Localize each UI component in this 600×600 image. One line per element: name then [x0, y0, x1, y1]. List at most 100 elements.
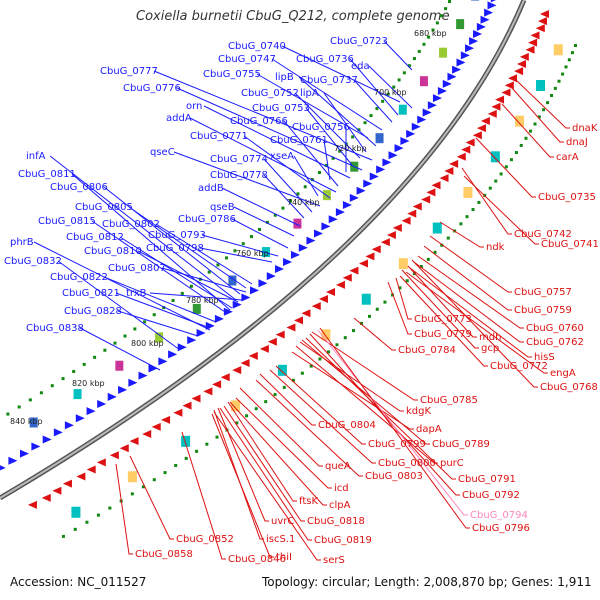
gc-dot	[296, 192, 300, 196]
gene-label-cbug-0742: CbuG_0742	[514, 229, 572, 240]
gene-label-cbug-0811: CbuG_0811	[18, 169, 76, 180]
leader-cbug-0806	[103, 186, 241, 295]
gc-dot	[309, 364, 313, 368]
reverse-gene-mark	[342, 273, 352, 282]
leader-icd	[235, 397, 332, 489]
gc-dot	[171, 299, 175, 303]
gc-dot	[300, 371, 304, 375]
gc-dot	[465, 215, 469, 219]
gc-dot	[289, 199, 292, 203]
feature-block	[375, 133, 384, 144]
tick-740-kbp: 740 kbp	[287, 198, 320, 207]
tick-700-kbp: 700 kbp	[374, 88, 407, 97]
gc-dot	[224, 256, 228, 260]
gc-dot	[519, 143, 523, 147]
feature-block	[228, 275, 237, 286]
reverse-gene-mark	[487, 109, 497, 118]
gc-dot	[459, 222, 463, 226]
reverse-gene-mark	[335, 280, 345, 289]
leader-sers	[213, 411, 321, 561]
forward-gene-mark	[442, 79, 452, 88]
gc-dot	[195, 449, 199, 453]
gc-dot	[529, 129, 533, 133]
leader-dapa	[291, 351, 414, 430]
gene-label-purc: purC	[440, 458, 464, 469]
gc-dot	[216, 263, 220, 267]
gc-dot	[273, 213, 277, 217]
reverse-gene-mark	[519, 52, 529, 61]
reverse-gene-mark	[142, 430, 152, 439]
leader-cbug-0768	[411, 259, 538, 388]
reverse-gene-mark	[508, 74, 518, 83]
gc-dot	[103, 348, 107, 352]
gc-dot	[564, 65, 568, 69]
gc-dot	[258, 227, 262, 231]
reverse-gene-mark	[426, 188, 436, 197]
gene-label-cbug-0802: CbuG_0802	[102, 219, 160, 230]
gc-dot	[265, 220, 269, 224]
forward-gene-mark	[42, 435, 52, 444]
kbp-ticks: 680 kbp 700 kbp 720 kbp 740 kbp 760 kbp 780 k…	[10, 29, 447, 426]
gc-dot	[471, 208, 475, 212]
feature-block	[398, 104, 407, 115]
forward-gene-mark	[290, 250, 300, 259]
gene-label-kdgk: kdgK	[406, 406, 431, 417]
gene-label-quea: queA	[325, 461, 351, 472]
leader-cbug-0774	[263, 158, 313, 213]
leader-enga	[405, 271, 548, 374]
leader-dnaj	[511, 87, 564, 143]
forward-gene-mark	[107, 392, 117, 401]
gene-label-cbug-0792: CbuG_0792	[462, 490, 520, 501]
leader-cbug-0784	[353, 317, 396, 351]
reverse-gene-mark	[52, 486, 62, 495]
leader-cbug-0796	[319, 327, 470, 529]
gc-dot	[553, 86, 557, 90]
feature-block	[463, 186, 473, 198]
forward-gene-mark	[376, 165, 386, 174]
gene-label-hiss: hisS	[534, 352, 555, 363]
accession-text: Accession: NC_011527	[10, 575, 147, 589]
gc-dot	[433, 250, 437, 254]
forward-gene-mark	[422, 108, 432, 117]
gc-dot	[557, 79, 561, 83]
gc-dot	[152, 313, 156, 317]
forward-gene-mark	[118, 385, 128, 394]
reverse-gene-mark	[472, 131, 482, 140]
forward-gene-mark	[335, 208, 345, 217]
leader-lipa	[323, 92, 367, 153]
forward-gene-mark	[274, 265, 284, 274]
leader-cbug-0760	[417, 255, 524, 329]
leader-cbug-0757	[429, 235, 512, 293]
gene-label-adda: addA	[166, 113, 192, 124]
gc-dot	[108, 506, 112, 510]
gc-dot	[367, 314, 371, 318]
gene-label-cbug-0753: CbuG_0753	[252, 103, 310, 114]
gene-label-sers: serS	[323, 555, 345, 566]
gene-label-clpa: clpA	[329, 500, 351, 511]
feature-block	[536, 79, 546, 91]
feature-block	[155, 332, 164, 343]
leader-cbug-0736	[349, 58, 399, 116]
reverse-gene-mark	[267, 337, 277, 346]
gc-dot	[398, 286, 402, 290]
gc-dot	[331, 156, 335, 160]
leader-cbug-0762	[413, 261, 524, 343]
gc-dot	[82, 362, 86, 366]
leader-cbug-0838	[79, 327, 161, 371]
forward-gene-mark	[232, 300, 242, 309]
gene-label-cbug-0762: CbuG_0762	[526, 337, 584, 348]
forward-gene-mark	[97, 400, 107, 409]
forward-gene-mark	[369, 172, 379, 181]
reverse-gene-mark	[412, 202, 422, 211]
gc-dot	[419, 265, 423, 269]
reverse-gene-mark	[449, 159, 459, 168]
leader-quea	[239, 387, 323, 467]
gc-dot	[446, 236, 450, 240]
gene-label-cbug-0766: CbuG_0766	[230, 116, 288, 127]
feature-block	[432, 222, 442, 234]
gc-dot	[363, 121, 367, 125]
feature-block	[73, 389, 82, 400]
forward-gene-mark	[177, 343, 187, 352]
leader-lines	[33, 40, 570, 561]
gc-dot	[405, 279, 409, 283]
